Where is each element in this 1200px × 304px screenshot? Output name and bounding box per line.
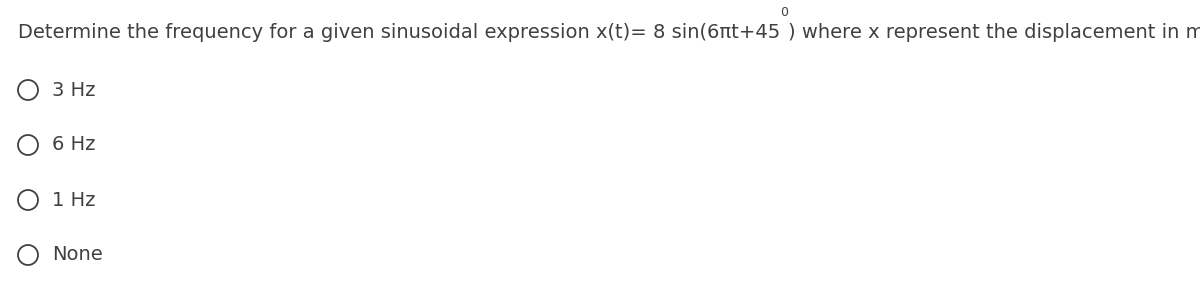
Text: 6 Hz: 6 Hz bbox=[52, 136, 96, 154]
Text: 3 Hz: 3 Hz bbox=[52, 81, 96, 99]
Text: ) where x represent the displacement in m.: ) where x represent the displacement in … bbox=[788, 23, 1200, 42]
Text: 1 Hz: 1 Hz bbox=[52, 191, 96, 209]
Text: Determine the frequency for a given sinusoidal expression x(t)= 8 sin(6πt+45: Determine the frequency for a given sinu… bbox=[18, 23, 780, 42]
Text: None: None bbox=[52, 246, 103, 264]
Text: 0: 0 bbox=[780, 6, 788, 19]
